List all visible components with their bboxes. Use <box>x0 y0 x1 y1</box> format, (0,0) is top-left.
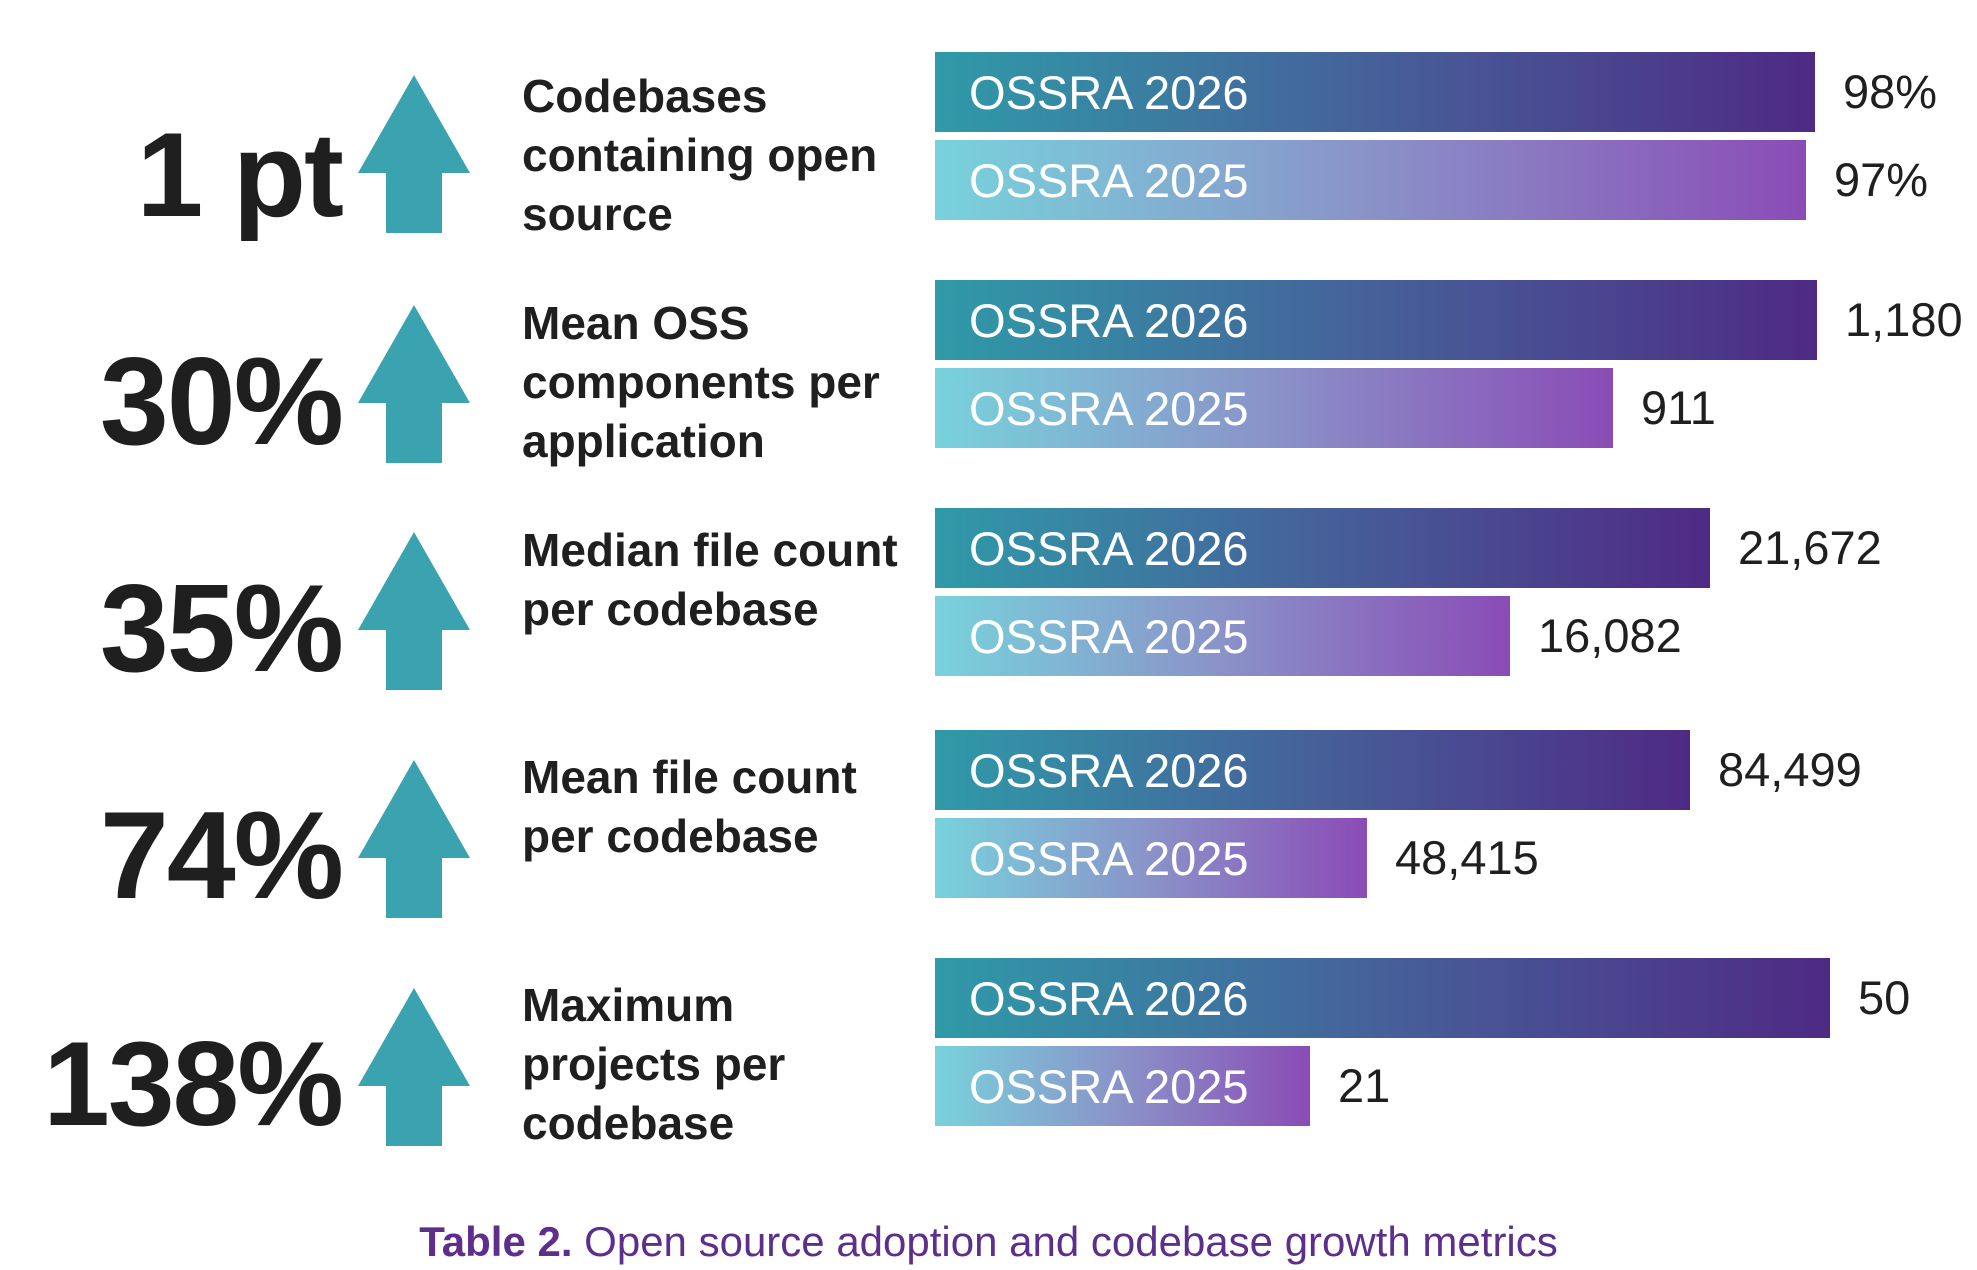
change-value: 30% <box>99 333 344 471</box>
bar-ossra-2026: OSSRA 2026 <box>935 52 1815 132</box>
metric-label: Mean OSS components per application <box>522 297 880 467</box>
change-value: 1 pt <box>136 108 344 242</box>
bar-ossra-2025: OSSRA 2025 <box>935 818 1367 898</box>
table-caption: Table 2. Open source adoption and codeba… <box>0 1218 1977 1266</box>
bar-series-label: OSSRA 2025 <box>969 831 1249 885</box>
bar-ossra-2025: OSSRA 2025 <box>935 368 1613 448</box>
bar-series-label: OSSRA 2026 <box>969 65 1249 119</box>
metric-label: Codebases containing open source <box>522 70 878 240</box>
up-arrow-icon <box>358 532 470 690</box>
bar-series-label: OSSRA 2025 <box>969 1059 1249 1113</box>
bar-series-label: OSSRA 2026 <box>969 521 1249 575</box>
bar-value-label: 911 <box>1641 381 1716 434</box>
up-arrow-icon <box>358 988 470 1146</box>
bar-ossra-2026: OSSRA 2026 <box>935 730 1690 810</box>
bar-value-label: 50 <box>1858 971 1911 1024</box>
bar-series-label: OSSRA 2025 <box>969 381 1249 435</box>
bar-ossra-2025: OSSRA 2025 <box>935 140 1806 220</box>
bar-value-label: 21 <box>1338 1059 1391 1112</box>
metric-label: Maximum projects per codebase <box>522 979 786 1149</box>
bar-value-label: 84,499 <box>1718 743 1862 796</box>
bar-value-label: 98% <box>1843 65 1938 118</box>
bar-ossra-2026: OSSRA 2026 <box>935 958 1830 1038</box>
bar-value-label: 48,415 <box>1395 831 1539 884</box>
bar-value-label: 97% <box>1834 153 1929 206</box>
bar-value-label: 16,082 <box>1538 609 1682 662</box>
bar-series-label: OSSRA 2026 <box>969 971 1249 1025</box>
up-arrow-icon <box>358 305 470 463</box>
bar-value-label: 1,180 <box>1845 293 1963 346</box>
bar-series-label: OSSRA 2026 <box>969 293 1249 347</box>
change-value: 74% <box>99 787 344 925</box>
caption-prefix: Table 2. <box>419 1218 573 1265</box>
up-arrow-icon <box>358 760 470 918</box>
metric-label: Median file count per codebase <box>522 524 898 635</box>
change-value: 35% <box>99 560 344 698</box>
bar-series-label: OSSRA 2026 <box>969 743 1249 797</box>
bar-ossra-2026: OSSRA 2026 <box>935 508 1710 588</box>
change-value: 138% <box>43 1017 344 1151</box>
metric-label: Mean file count per codebase <box>522 751 857 862</box>
bar-ossra-2025: OSSRA 2025 <box>935 1046 1310 1126</box>
bar-value-label: 21,672 <box>1738 521 1882 574</box>
up-arrow-icon <box>358 75 470 233</box>
bar-ossra-2025: OSSRA 2025 <box>935 596 1510 676</box>
caption-text: Open source adoption and codebase growth… <box>572 1218 1558 1265</box>
bar-ossra-2026: OSSRA 2026 <box>935 280 1817 360</box>
bar-series-label: OSSRA 2025 <box>969 153 1249 207</box>
bar-series-label: OSSRA 2025 <box>969 609 1249 663</box>
